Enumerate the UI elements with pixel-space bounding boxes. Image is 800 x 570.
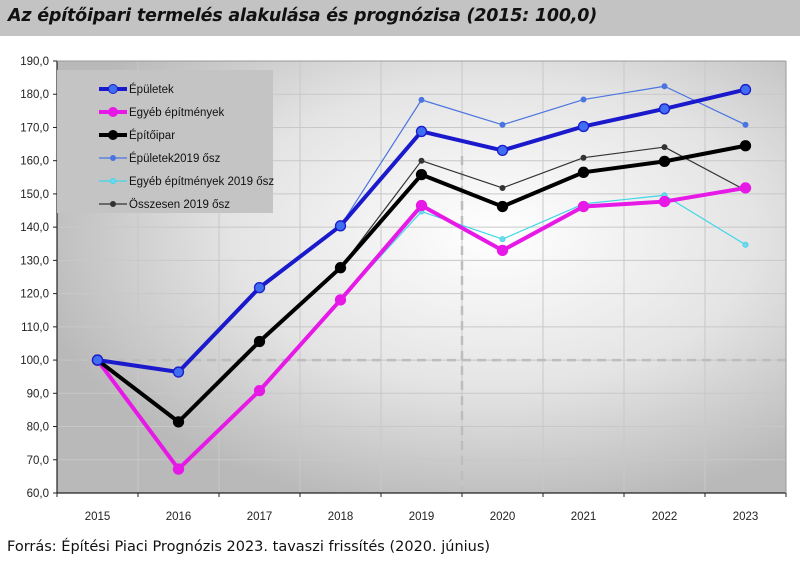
legend-item[interactable]: Összesen 2019 ősz [99,199,230,211]
data-point [499,184,506,191]
y-tick-label: 100,0 [20,355,49,367]
y-tick-label: 80,0 [27,422,49,434]
legend-item[interactable]: Épületek [99,83,174,96]
line-chart: 60,0 70,0 80,0 90,0 100,0 110,0 120,0 130,0 140,… [20,56,787,523]
data-point [253,335,266,348]
data-point [496,200,509,213]
legend-swatch-marker [110,155,116,161]
y-tick-label: 90,0 [27,388,49,400]
y-tick-label: 160,0 [20,156,49,168]
data-point [334,220,347,232]
title-bar: Az építőipari termelés alakulása és prog… [0,0,800,36]
legend: Épületek Egyéb építmények Építőipar Épülete… [57,70,274,213]
data-point [172,366,185,378]
data-point [91,354,104,366]
legend-swatch-marker [108,84,118,94]
data-point [580,96,587,103]
legend-swatch-marker [110,201,116,207]
data-point [580,154,587,161]
y-tick-label: 70,0 [27,455,49,467]
legend-label: Építőipar [129,129,175,142]
y-tick-label: 170,0 [20,122,49,134]
data-point [415,168,428,181]
x-tick-label: 2022 [652,511,678,523]
x-tick-label: 2017 [247,511,273,523]
x-tick-label: 2020 [490,511,516,523]
legend-item[interactable]: Egyéb építmények [99,107,225,119]
data-point [496,244,509,257]
legend-label: Épületek [129,83,174,96]
source-note: Forrás: Építési Piaci Prognózis 2023. ta… [7,539,491,555]
x-axis-ticks: 2015 2016 2017 2018 2019 2020 2021 2022 2023 [56,493,787,523]
data-point [742,241,749,248]
series-3 [337,83,749,229]
legend-item[interactable]: Egyéb építmények 2019 ősz [99,176,274,188]
data-point [739,140,752,152]
legend-label: Összesen 2019 ősz [129,199,230,211]
y-tick-label: 130,0 [20,255,49,267]
x-tick-label: 2015 [85,511,111,523]
legend-swatch-marker [108,107,118,117]
x-tick-label: 2018 [328,511,354,523]
x-tick-label: 2016 [166,511,192,523]
data-point [415,125,428,138]
data-point [334,294,347,306]
data-point [499,236,506,243]
data-point [577,166,590,178]
x-tick-label: 2023 [733,511,759,523]
data-point [496,144,509,157]
y-tick-label: 110,0 [21,322,49,334]
data-point [415,199,428,212]
y-tick-label: 140,0 [20,222,49,234]
data-point [658,195,671,208]
legend-label: Egyéb építmények [129,107,225,119]
data-point [172,416,185,428]
data-point [742,121,749,128]
y-tick-label: 60,0 [27,488,49,500]
legend-swatch-marker [108,130,118,140]
legend-swatch-marker [110,178,116,184]
data-point [661,144,668,151]
data-point [418,157,425,164]
y-tick-label: 190,0 [20,56,49,68]
series-0 [91,83,752,378]
series [91,83,752,475]
data-point [577,120,590,133]
legend-item[interactable]: Épületek2019 ősz [99,152,221,165]
data-point [739,83,752,96]
y-tick-label: 150,0 [20,189,49,201]
data-point [253,281,266,294]
data-point [172,463,185,475]
y-tick-label: 180,0 [20,89,49,101]
data-point [499,121,506,128]
data-point [739,182,752,194]
legend-item[interactable]: Építőipar [99,129,175,142]
y-axis-ticks: 60,0 70,0 80,0 90,0 100,0 110,0 120,0 130,0 140,… [20,56,57,500]
data-point [577,200,590,213]
chart-title: Az építőipari termelés alakulása és prog… [8,6,598,26]
series-line [339,146,747,269]
x-tick-label: 2019 [409,511,435,523]
data-point [253,384,266,397]
data-point [658,155,671,168]
x-tick-label: 2021 [571,511,597,523]
series-1 [91,182,752,475]
series-line [339,85,747,227]
y-tick-label: 120,0 [20,289,49,301]
data-point [658,103,671,115]
legend-box [57,70,273,213]
legend-label: Egyéb építmények 2019 ősz [129,176,274,188]
data-point [418,96,425,103]
data-point [661,83,668,90]
series-line [339,194,747,301]
legend-label: Épületek2019 ősz [129,152,221,165]
data-point [334,262,347,274]
reference-lines [57,156,786,493]
